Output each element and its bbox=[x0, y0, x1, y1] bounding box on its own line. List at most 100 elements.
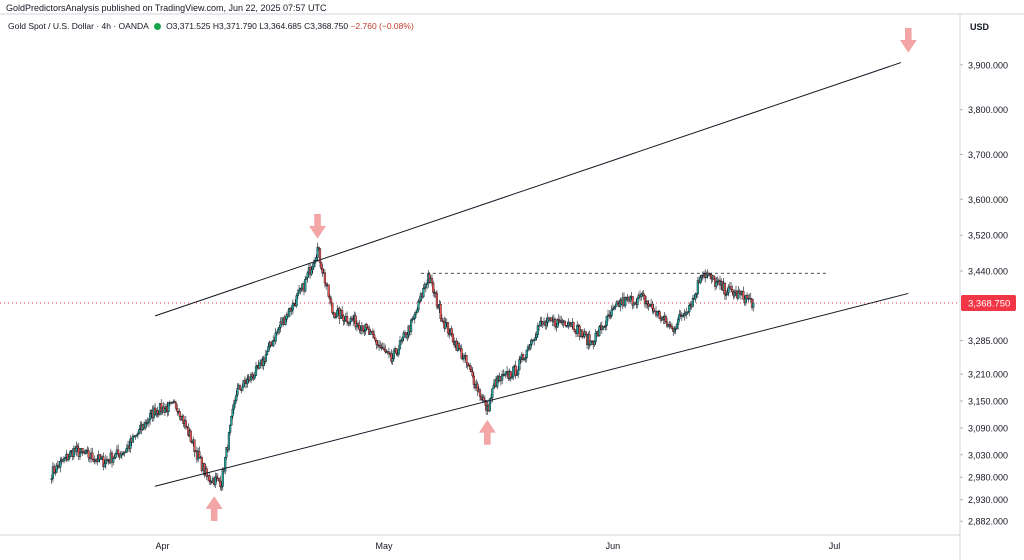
y-tick-label: 3,150.000 bbox=[968, 397, 1008, 407]
y-tick-label: 2,930.000 bbox=[968, 495, 1008, 505]
candle-body bbox=[642, 293, 645, 296]
candle-body bbox=[640, 293, 643, 298]
candle-body bbox=[397, 348, 400, 355]
candle-body bbox=[278, 327, 281, 330]
candle-body bbox=[208, 475, 211, 481]
candle-body bbox=[605, 316, 608, 326]
currency-label[interactable]: USD bbox=[970, 22, 990, 32]
candle-body bbox=[701, 275, 704, 277]
candle-body bbox=[470, 369, 473, 372]
candle-body bbox=[466, 362, 469, 366]
candle-body bbox=[104, 459, 107, 464]
candle-body bbox=[182, 415, 185, 424]
candle-body bbox=[414, 312, 418, 315]
candle-body bbox=[616, 301, 619, 304]
candle-body bbox=[529, 344, 532, 350]
candle-body bbox=[691, 297, 695, 307]
candle-body bbox=[737, 291, 740, 299]
candle-body bbox=[333, 312, 336, 318]
symbol-name[interactable]: Gold Spot / U.S. Dollar · 4h · OANDA bbox=[8, 21, 149, 31]
candle-body bbox=[117, 449, 120, 455]
candle-body bbox=[745, 294, 749, 299]
candle-body bbox=[374, 337, 377, 341]
candle-body bbox=[387, 351, 391, 354]
candle-body bbox=[727, 286, 730, 293]
price-scale[interactable]: 3,900.000 3,800.000 3,700.000 3,600.000 3,52… bbox=[960, 60, 1016, 527]
candle-body bbox=[417, 300, 420, 311]
y-tick-label: 2,980.000 bbox=[968, 473, 1008, 483]
candle-body bbox=[54, 472, 57, 474]
candle-body bbox=[395, 348, 398, 354]
candle-body bbox=[647, 303, 650, 306]
y-tick-label: 3,800.000 bbox=[968, 105, 1008, 115]
candle-body bbox=[358, 325, 361, 330]
candle-body bbox=[220, 486, 223, 488]
candle-body bbox=[306, 272, 309, 278]
candle-body bbox=[744, 294, 747, 304]
candle-body bbox=[738, 291, 741, 294]
candle-body bbox=[241, 386, 244, 391]
ohlc-high: H3,371.790 bbox=[212, 21, 257, 31]
candle-body bbox=[350, 317, 354, 320]
candle-body bbox=[348, 321, 351, 324]
candle-body bbox=[681, 315, 685, 317]
candle-body bbox=[321, 268, 324, 274]
candle-body bbox=[56, 464, 59, 467]
candle-body bbox=[225, 447, 228, 458]
candle-body bbox=[472, 375, 475, 385]
candle-body bbox=[652, 307, 655, 312]
candle-body bbox=[450, 328, 453, 334]
candle-body bbox=[677, 318, 680, 325]
candle-body bbox=[311, 266, 314, 270]
candle-body bbox=[686, 311, 690, 314]
candle-body bbox=[752, 302, 755, 308]
candle-body bbox=[269, 341, 272, 346]
candle-body bbox=[742, 290, 745, 300]
candle-body bbox=[525, 349, 528, 358]
time-scale[interactable]: Apr May Jun Jul bbox=[155, 541, 840, 551]
candle-body bbox=[369, 330, 372, 335]
y-tick-label: 3,520.000 bbox=[968, 231, 1008, 241]
y-tick-label: 3,210.000 bbox=[968, 370, 1008, 380]
price-change: −2.760 (−0.08%) bbox=[350, 21, 414, 31]
candle-body bbox=[658, 311, 661, 319]
candle-body bbox=[149, 413, 152, 420]
candle-body bbox=[673, 329, 676, 332]
candle-body bbox=[695, 293, 698, 295]
candle-body bbox=[471, 371, 474, 377]
candle-body bbox=[304, 278, 307, 292]
candle-body bbox=[476, 383, 479, 392]
candle-body bbox=[290, 309, 293, 312]
y-tick-label: 3,700.000 bbox=[968, 150, 1008, 160]
candle-body bbox=[533, 339, 536, 342]
candle-body bbox=[365, 324, 368, 328]
candle-body bbox=[573, 329, 576, 332]
candle-body bbox=[114, 453, 117, 458]
y-tick-label: 3,900.000 bbox=[968, 60, 1008, 70]
candle-body bbox=[235, 394, 238, 401]
y-tick-label: 3,030.000 bbox=[968, 450, 1008, 460]
candle-body bbox=[363, 330, 366, 333]
candle-body bbox=[87, 450, 90, 458]
candle-body bbox=[376, 344, 379, 346]
candle-body bbox=[451, 333, 455, 343]
candle-body bbox=[446, 322, 450, 334]
candle-body bbox=[375, 340, 378, 345]
candle-body bbox=[121, 452, 125, 455]
arrow-up-icon bbox=[205, 496, 223, 521]
candle-body bbox=[62, 457, 66, 462]
candle-body bbox=[545, 322, 548, 326]
candle-body bbox=[462, 355, 466, 359]
candle-body bbox=[540, 320, 543, 323]
candle-body bbox=[434, 291, 437, 294]
candles bbox=[50, 242, 755, 492]
candle-body bbox=[430, 278, 434, 284]
candle-body bbox=[110, 452, 114, 463]
arrow-up-icon bbox=[478, 419, 496, 445]
candle-body bbox=[412, 318, 415, 320]
candle-body bbox=[424, 284, 427, 288]
candle-body bbox=[291, 302, 295, 311]
candle-body bbox=[81, 448, 84, 452]
candle-body bbox=[509, 371, 512, 378]
